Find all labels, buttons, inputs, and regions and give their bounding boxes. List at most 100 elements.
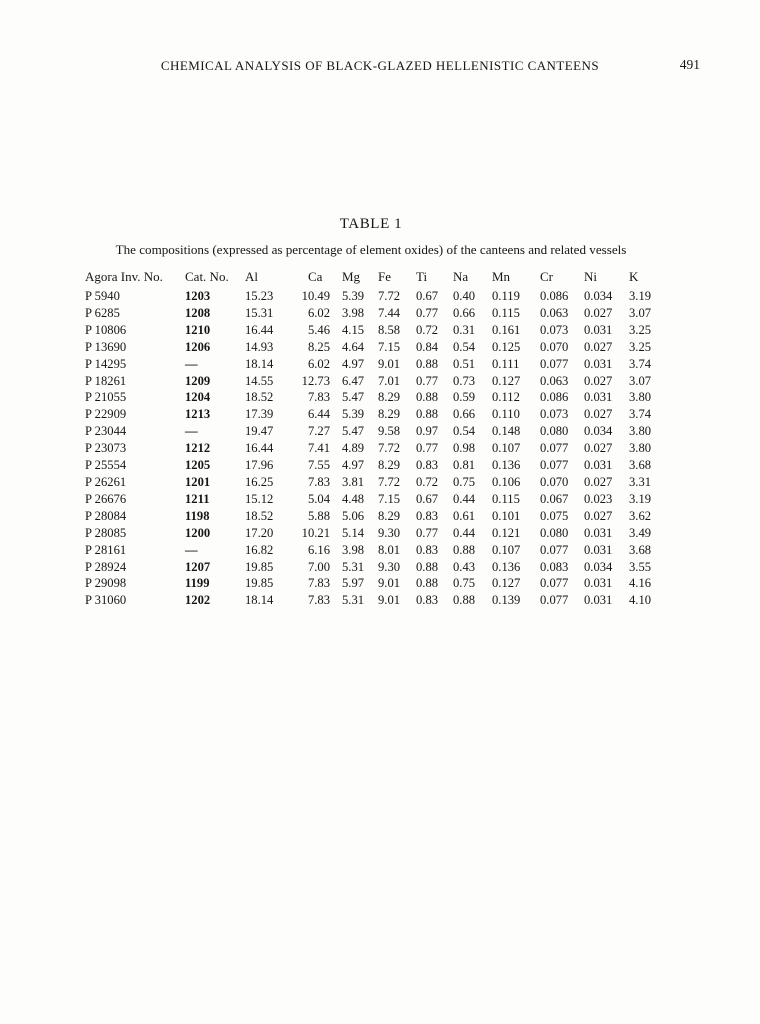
agora-inv-no-cell: P 31060 [85, 593, 127, 608]
oxide-value-cell: 19.85 [245, 576, 274, 591]
oxide-value-cell: 0.119 [492, 289, 520, 303]
oxide-value-cell: 0.148 [492, 424, 521, 439]
oxide-value-cell: 7.83 [307, 390, 330, 405]
oxide-value-cell: 0.88 [453, 542, 476, 557]
oxide-value-cell: 0.31 [453, 322, 476, 337]
oxide-value-cell: 0.127 [492, 576, 521, 591]
agora-inv-no-cell: P 23044 [85, 424, 127, 439]
oxide-value-cell: 10.49 [301, 289, 330, 303]
agora-inv-no-cell: P 26261 [85, 474, 127, 489]
table-row: P 10806 1210 16.44 5.46 4.15 8.58 0.72 0.31 0.16… [85, 322, 657, 339]
oxide-value-cell: 0.43 [453, 559, 476, 574]
oxide-value-cell: 0.073 [540, 407, 569, 422]
oxide-value-cell: 0.086 [540, 289, 569, 303]
oxide-value-cell: 16.25 [245, 474, 274, 489]
oxide-value-cell: 0.067 [540, 491, 569, 506]
oxide-value-cell: 0.88 [416, 356, 439, 371]
oxide-value-cell: 0.73 [453, 373, 476, 388]
column-header-mg: Mg [342, 269, 361, 284]
column-header-ca: Ca [308, 269, 323, 284]
oxide-value-cell: 3.68 [629, 458, 652, 473]
oxide-value-cell: 0.107 [492, 441, 521, 456]
oxide-value-cell: 0.031 [584, 593, 613, 608]
oxide-value-cell: 5.14 [342, 525, 365, 540]
oxide-value-cell: 6.44 [307, 407, 330, 422]
oxide-value-cell: 5.31 [342, 559, 365, 574]
oxide-value-cell: 0.51 [453, 356, 476, 371]
oxide-value-cell: 0.063 [540, 373, 569, 388]
oxide-value-cell: 0.81 [453, 458, 476, 473]
column-header-ni: Ni [584, 269, 597, 284]
column-header-row: Agora Inv. No. Cat. No. Al Ca Mg Fe Ti Na Mn Cr Ni… [85, 266, 657, 288]
oxide-value-cell: 0.59 [453, 390, 476, 405]
column-header-k: K [629, 269, 639, 284]
cat-no-cell: 1212 [185, 441, 211, 456]
oxide-value-cell: 0.077 [540, 542, 569, 557]
oxide-value-cell: 0.031 [584, 322, 613, 337]
table-row: P 28161 — 16.82 6.16 3.98 8.01 0.83 0.88 0.107 0.… [85, 542, 657, 559]
table-row: P 31060 1202 18.14 7.83 5.31 9.01 0.83 0.88 0.13… [85, 592, 657, 609]
running-head-title: CHEMICAL ANALYSIS OF BLACK-GLAZED HELLEN… [160, 58, 600, 73]
oxide-value-cell: 14.93 [245, 339, 274, 354]
oxide-value-cell: 8.29 [378, 458, 401, 473]
agora-inv-no-cell: P 29098 [85, 576, 127, 591]
oxide-value-cell: 7.15 [378, 491, 401, 506]
table-row: P 28085 1200 17.20 10.21 5.14 9.30 0.77 0.44 0.1… [85, 525, 657, 542]
oxide-value-cell: 0.027 [584, 441, 613, 456]
oxide-value-cell: 3.62 [629, 508, 652, 523]
cat-no-cell: — [185, 424, 198, 439]
agora-inv-no-cell: P 10806 [85, 322, 127, 337]
oxide-value-cell: 0.077 [540, 356, 569, 371]
oxide-value-cell: 5.47 [342, 424, 365, 439]
oxide-value-cell: 0.027 [584, 508, 613, 523]
oxide-value-cell: 3.68 [629, 542, 652, 557]
oxide-value-cell: 3.07 [629, 305, 652, 320]
oxide-value-cell: 0.77 [416, 373, 439, 388]
oxide-value-cell: 0.023 [584, 491, 613, 506]
oxide-value-cell: 7.83 [307, 474, 330, 489]
cat-no-cell: 1199 [185, 576, 210, 591]
oxide-value-cell: 0.88 [416, 559, 439, 574]
oxide-value-cell: 0.77 [416, 525, 439, 540]
column-header-al: Al [245, 269, 258, 284]
oxide-value-cell: 9.01 [378, 593, 401, 608]
cat-no-cell: 1201 [185, 474, 211, 489]
oxide-value-cell: 0.080 [540, 424, 569, 439]
oxide-value-cell: 3.19 [629, 289, 652, 303]
table-row: P 14295 — 18.14 6.02 4.97 9.01 0.88 0.51 0.111 0.… [85, 356, 657, 373]
oxide-value-cell: 15.12 [245, 491, 274, 506]
oxide-value-cell: 3.55 [629, 559, 652, 574]
oxide-value-cell: 18.52 [245, 508, 274, 523]
oxide-value-cell: 0.070 [540, 339, 569, 354]
oxide-value-cell: 5.47 [342, 390, 365, 405]
agora-inv-no-cell: P 28084 [85, 508, 127, 523]
oxide-value-cell: 4.48 [342, 491, 365, 506]
oxide-value-cell: 7.55 [307, 458, 330, 473]
oxide-value-cell: 0.83 [416, 593, 439, 608]
oxide-value-cell: 9.01 [378, 356, 401, 371]
oxide-value-cell: 0.127 [492, 373, 521, 388]
oxide-value-cell: 0.110 [492, 407, 520, 422]
oxide-value-cell: 5.06 [342, 508, 365, 523]
agora-inv-no-cell: P 28085 [85, 525, 127, 540]
oxide-value-cell: 3.25 [629, 322, 652, 337]
table-row: P 28924 1207 19.85 7.00 5.31 9.30 0.88 0.43 0.13… [85, 559, 657, 576]
oxide-value-cell: 19.47 [245, 424, 274, 439]
oxide-value-cell: 0.077 [540, 458, 569, 473]
cat-no-cell: 1204 [185, 390, 211, 405]
oxide-value-cell: 4.89 [342, 441, 365, 456]
oxide-value-cell: 17.96 [245, 458, 274, 473]
oxide-value-cell: 9.01 [378, 576, 401, 591]
oxide-value-cell: 3.49 [629, 525, 652, 540]
agora-inv-no-cell: P 21055 [85, 390, 127, 405]
table-section: TABLE 1 The compositions (expressed as p… [85, 216, 657, 609]
cat-no-cell: — [185, 542, 198, 557]
cat-no-cell: 1202 [185, 593, 211, 608]
column-header-ti: Ti [416, 269, 428, 284]
oxide-value-cell: 0.115 [492, 305, 520, 320]
oxide-value-cell: 7.72 [378, 474, 401, 489]
oxide-value-cell: 3.81 [342, 474, 365, 489]
table-row: P 22909 1213 17.39 6.44 5.39 8.29 0.88 0.66 0.11… [85, 406, 657, 423]
oxide-value-cell: 3.80 [629, 390, 652, 405]
column-header-agora-inv-no: Agora Inv. No. [85, 269, 163, 284]
